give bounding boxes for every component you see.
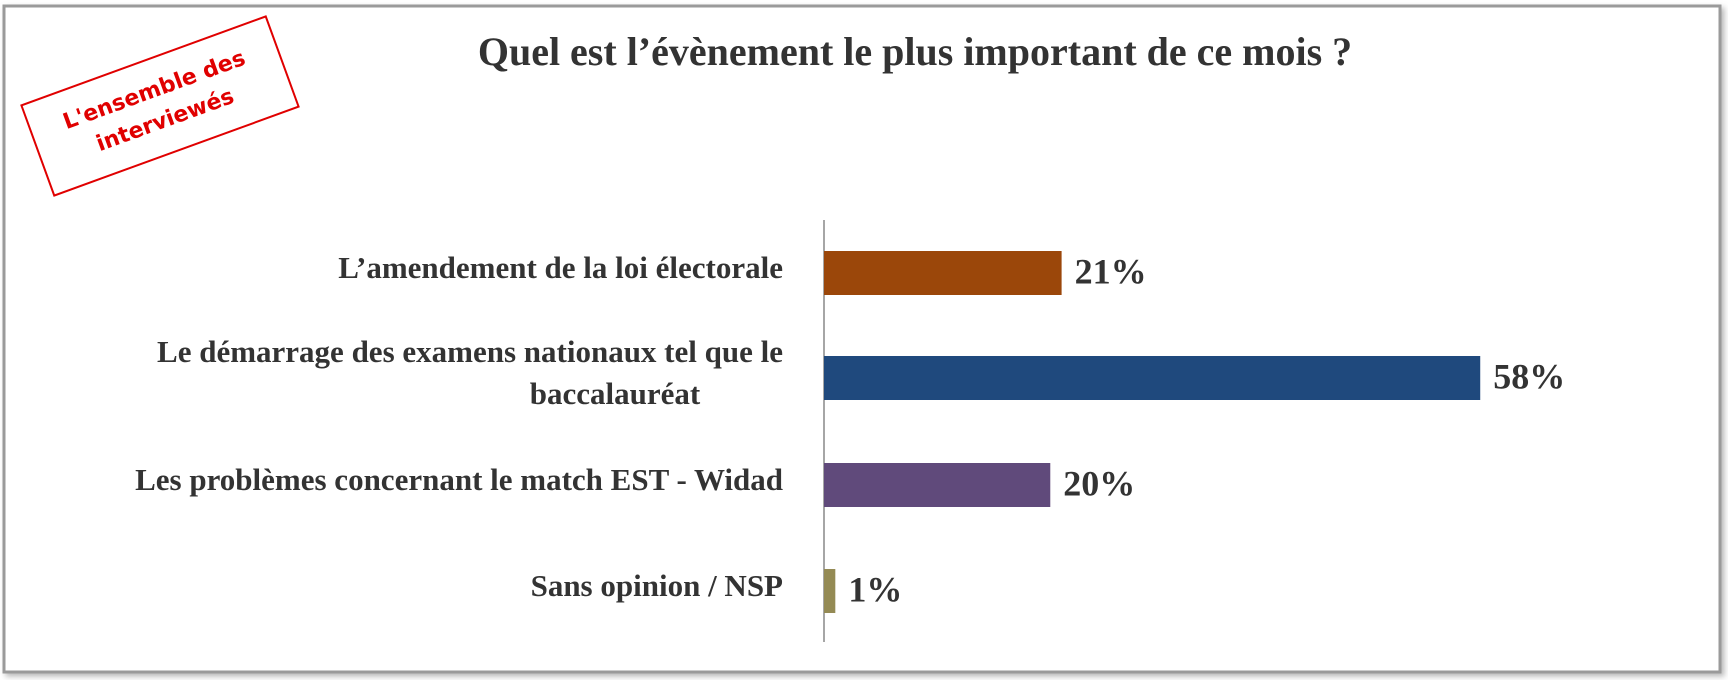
value-label: 20%	[1063, 463, 1135, 503]
frame	[2, 4, 1722, 674]
value-label: 21%	[1075, 251, 1147, 291]
bar	[824, 569, 836, 613]
bar	[824, 356, 1481, 400]
bar	[824, 251, 1062, 295]
category-label: L’amendement de la loi électorale	[338, 250, 783, 285]
category-label: baccalauréat	[530, 376, 701, 411]
category-label: Le démarrage des examens nationaux tel q…	[157, 334, 783, 369]
category-label: Sans opinion / NSP	[531, 568, 783, 603]
value-label: 1%	[848, 569, 902, 609]
annotation-box	[20, 15, 300, 197]
chart-title: Quel est l’évènement le plus important d…	[478, 29, 1352, 74]
bar	[824, 463, 1051, 507]
category-label: Les problèmes concernant le match EST - …	[135, 462, 783, 497]
value-label: 58%	[1493, 356, 1565, 396]
